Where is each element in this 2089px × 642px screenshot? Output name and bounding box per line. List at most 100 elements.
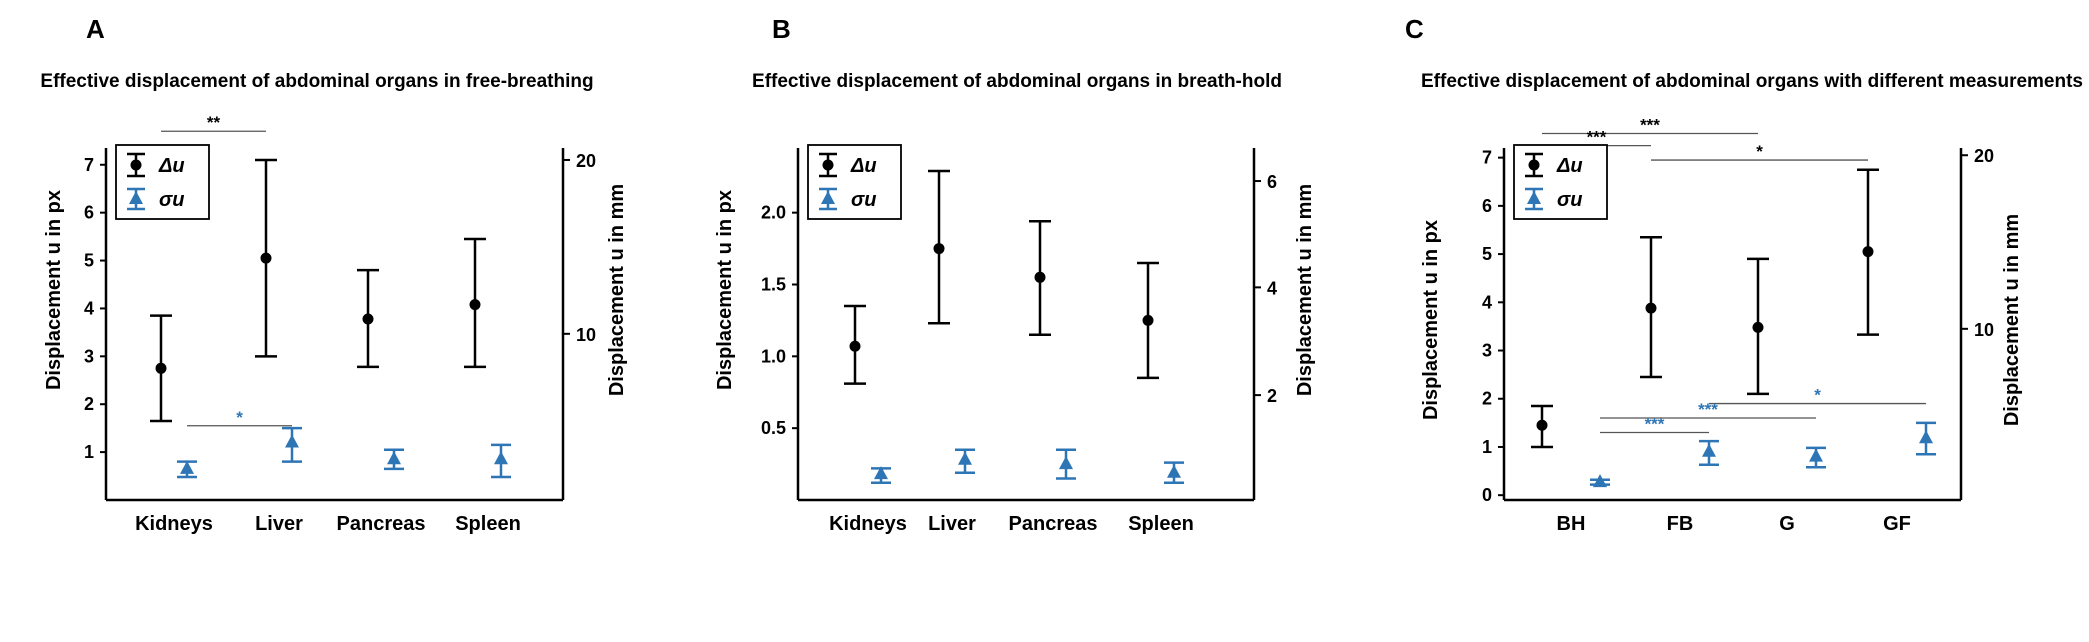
panel-c-category-label: FB <box>1667 513 1694 535</box>
panel-b: B Effective displacement of abdominal or… <box>714 14 1316 535</box>
panel-a-category-label: Liver <box>255 513 303 535</box>
panel-a-y-axis-title: Displacement u in px <box>43 190 65 390</box>
panel-c-sigma-point <box>1919 430 1933 444</box>
panel-b-legend-marker <box>822 159 834 171</box>
panel-c-legend-marker <box>1527 191 1541 204</box>
panel-b-mean-point <box>849 340 861 352</box>
panel-b-sigma-point <box>874 466 888 480</box>
panel-c-ytick-label: 4 <box>1482 292 1492 312</box>
panel-a-category-label: Kidneys <box>135 513 213 535</box>
panel-c-sigma-point <box>1809 448 1823 462</box>
panel-a-sigma-point <box>285 434 299 448</box>
panel-c-ytick-label: 5 <box>1482 244 1492 264</box>
panel-b-mean-point <box>1142 314 1154 326</box>
panel-c-mean-point <box>1645 302 1657 314</box>
panel-b-ytick-label: 2.0 <box>761 203 786 223</box>
panel-a-ytick-label: 6 <box>84 203 94 223</box>
panel-letter-b: B <box>772 14 791 44</box>
panel-a-sigma-point <box>180 460 194 474</box>
panel-c-y2tick-label: 10 <box>1974 320 1994 340</box>
panel-c-category-label: BH <box>1557 513 1586 535</box>
panel-a-mean-point <box>362 313 374 325</box>
panel-c-legend-marker <box>1528 159 1540 171</box>
panel-a-y2tick-label: 10 <box>576 325 596 345</box>
panel-b-category-label: Liver <box>928 513 976 535</box>
panel-b-legend-label: σu <box>851 189 877 211</box>
panel-a-ytick-label: 2 <box>84 394 94 414</box>
panel-c-ytick-label: 0 <box>1482 485 1492 505</box>
panel-b-y-axis-title: Displacement u in px <box>714 190 736 390</box>
panel-a-ytick-label: 4 <box>84 298 94 318</box>
panel-a-ytick-label: 5 <box>84 251 94 271</box>
panel-b-y2-axis-title: Displacement u in mm <box>1294 184 1316 396</box>
panel-a-mean-point <box>155 362 167 374</box>
panel-a-legend-marker <box>129 191 143 204</box>
panel-c-ytick-label: 1 <box>1482 437 1492 457</box>
panel-b-sigma-point <box>1059 456 1073 470</box>
panel-b-y2tick-label: 4 <box>1267 278 1277 298</box>
panel-c-ytick-label: 2 <box>1482 389 1492 409</box>
panel-c-mean-point <box>1536 419 1548 431</box>
panel-b-legend-label: Δu <box>850 155 877 177</box>
panel-a-ytick-label: 3 <box>84 346 94 366</box>
panel-a-title: Effective displacement of abdominal orga… <box>40 71 593 92</box>
panel-b-sigma-point <box>1167 464 1181 478</box>
panel-c-ytick-label: 6 <box>1482 196 1492 216</box>
panel-a-category-label: Pancreas <box>337 513 426 535</box>
panel-c-significance-label: *** <box>1645 414 1665 433</box>
panel-a-legend-label: Δu <box>158 155 185 177</box>
panel-a-mean-point <box>469 299 481 311</box>
panel-b-y2tick-label: 6 <box>1267 172 1277 192</box>
panel-b-ytick-label: 0.5 <box>761 418 786 438</box>
panel-a-legend-box <box>115 144 210 220</box>
panel-b-category-label: Pancreas <box>1009 513 1098 535</box>
panel-a-significance-label: ** <box>207 113 221 132</box>
panel-a-significance-label: * <box>236 408 243 427</box>
panel-b-ytick-label: 1.5 <box>761 274 786 294</box>
panel-c-mean-point <box>1752 321 1764 333</box>
panel-letter-c: C <box>1405 14 1424 44</box>
panel-b-plot: 0.5 1.0 1.5 2.0 2 4 6 Kidneys Liver Pancreas Splee… <box>761 144 1277 535</box>
panel-a: A Effective displacement of abdominal or… <box>40 14 628 535</box>
panel-c-sigma-point <box>1593 474 1607 488</box>
panel-b-title: Effective displacement of abdominal orga… <box>752 71 1282 92</box>
panel-c-significance-label: *** <box>1640 116 1660 135</box>
panel-b-mean-point <box>933 243 945 255</box>
panel-letter-a: A <box>86 14 105 44</box>
panel-c-mean-point <box>1862 246 1874 258</box>
panel-b-ytick-label: 1.0 <box>761 346 786 366</box>
panel-c-y2tick-label: 20 <box>1974 146 1994 166</box>
panel-a-category-label: Spleen <box>455 513 521 535</box>
panel-c: C Effective displacement of abdominal or… <box>1405 14 2083 535</box>
panel-c-significance-label: *** <box>1587 128 1607 147</box>
panel-c-significance-label: * <box>1814 386 1821 405</box>
panel-c-significance-label: *** <box>1698 400 1718 419</box>
panel-c-y2-axis-title: Displacement u in mm <box>2001 214 2023 426</box>
panel-c-title: Effective displacement of abdominal orga… <box>1421 71 2083 92</box>
panel-b-sigma-point <box>958 451 972 465</box>
panel-a-y2tick-label: 20 <box>576 151 596 171</box>
panel-a-sigma-point <box>387 451 401 465</box>
panel-a-legend-marker <box>130 159 142 171</box>
panel-a-ytick-label: 1 <box>84 442 94 462</box>
panel-b-category-label: Spleen <box>1128 513 1194 535</box>
panel-a-y2-axis-title: Displacement u in mm <box>606 184 628 396</box>
panel-b-mean-point <box>1034 271 1046 283</box>
panel-c-sigma-point <box>1702 443 1716 457</box>
panel-c-legend-label: Δu <box>1556 155 1583 177</box>
panel-c-category-label: G <box>1779 513 1795 535</box>
panel-b-legend-box <box>807 144 902 220</box>
panel-a-legend-label: σu <box>159 189 185 211</box>
panel-b-category-label: Kidneys <box>829 513 907 535</box>
panel-c-y-axis-title: Displacement u in px <box>1420 220 1442 420</box>
panel-a-ytick-label: 7 <box>84 155 94 175</box>
panel-c-ytick-label: 3 <box>1482 341 1492 361</box>
panel-a-sigma-point <box>494 451 508 465</box>
panel-c-legend-label: σu <box>1557 189 1583 211</box>
panel-b-y2tick-label: 2 <box>1267 386 1277 406</box>
panel-c-significance-label: * <box>1756 142 1763 161</box>
panel-c-legend-box <box>1513 144 1608 220</box>
